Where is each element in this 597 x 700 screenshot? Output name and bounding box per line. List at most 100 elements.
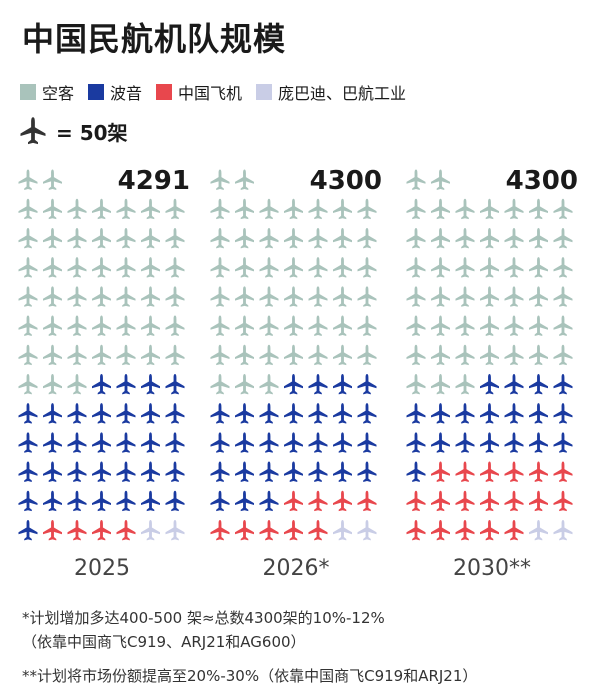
- plane-icon: [529, 227, 548, 249]
- plane-icon: [308, 227, 328, 249]
- legend-label: 庞巴迪、巴航工业: [278, 84, 407, 103]
- plane-icon: [18, 169, 38, 190]
- plane-icon: [406, 169, 426, 190]
- plane-icon: [480, 286, 499, 307]
- plane-icon: [455, 490, 475, 512]
- plane-icon: [406, 315, 426, 336]
- plane-icon: [165, 432, 185, 453]
- plane-icon: [504, 227, 524, 249]
- plane-icon: [504, 315, 524, 336]
- plane-icon: [504, 461, 524, 482]
- plane-icon: [259, 403, 279, 424]
- plane-icon: [210, 227, 230, 249]
- plane-icon: [43, 403, 62, 424]
- plane-icon: [455, 461, 475, 482]
- plane-icon: [43, 490, 62, 512]
- plane-icon: [116, 373, 136, 395]
- plane-icon: [92, 198, 111, 220]
- plane-icon: [431, 519, 450, 541]
- plane-icon: [529, 490, 548, 512]
- plane-icon: [455, 432, 475, 453]
- plane-icon: [141, 519, 160, 541]
- legend-item-bombardier-embraer: 庞巴迪、巴航工业: [256, 80, 406, 104]
- plane-icon: [308, 315, 328, 336]
- plane-icon: [92, 286, 111, 307]
- plane-icon: [43, 198, 62, 220]
- plane-icon: [67, 198, 87, 220]
- plane-icon: [210, 490, 230, 512]
- plane-icon: [529, 373, 548, 395]
- plane-icon: [504, 257, 524, 278]
- plane-icon: [67, 227, 87, 249]
- plane-icon: [18, 315, 38, 336]
- plane-icon: [455, 344, 475, 366]
- plane-icon: [455, 519, 475, 541]
- plane-icon: [210, 344, 230, 366]
- plane-icon: [141, 403, 160, 424]
- plane-icon: [308, 432, 328, 453]
- plane-icon: [333, 257, 352, 278]
- plane-icon: [116, 315, 136, 336]
- plane-icon: [406, 373, 426, 395]
- plane-icon: [357, 403, 377, 424]
- plane-icon: [141, 461, 160, 482]
- plane-icon: [553, 373, 573, 395]
- plane-icon: [67, 432, 87, 453]
- plane-icon: [235, 373, 254, 395]
- year-label-2026: 2026*: [262, 556, 330, 581]
- footnote-1: *计划增加多达400-500 架≈总数4300架的10%-12%: [22, 609, 385, 627]
- plane-icon: [431, 169, 450, 190]
- plane-icon: [357, 286, 377, 307]
- plane-icon: [553, 432, 573, 453]
- plane-icon: [43, 432, 62, 453]
- plane-icon: [480, 373, 499, 395]
- plane-icon: [259, 490, 279, 512]
- plane-icon: [480, 461, 499, 482]
- plane-icon: [308, 461, 328, 482]
- plane-icon: [141, 344, 160, 366]
- legend-swatch: [256, 84, 273, 100]
- plane-icon: [480, 403, 499, 424]
- plane-icon: [259, 198, 279, 220]
- plane-icon: [92, 490, 111, 512]
- legend-item-boeing: 波音: [88, 80, 142, 104]
- plane-icon: [284, 257, 303, 278]
- plane-icon: [92, 227, 111, 249]
- plane-icon: [333, 315, 352, 336]
- plane-icon: [259, 315, 279, 336]
- plane-icon: [308, 257, 328, 278]
- legend-item-chinese: 中国飞机: [156, 80, 242, 104]
- plane-icon: [455, 315, 475, 336]
- plane-icon: [116, 432, 136, 453]
- plane-icon: [480, 432, 499, 453]
- plane-icon: [43, 257, 62, 278]
- plane-icon: [210, 169, 230, 190]
- legend-label: 波音: [110, 84, 143, 103]
- plane-icon: [116, 519, 136, 541]
- plane-icon: [165, 198, 185, 220]
- plane-icon: [284, 461, 303, 482]
- plane-icon: [406, 286, 426, 307]
- plane-icon: [141, 490, 160, 512]
- total-2025: 4291: [117, 166, 190, 196]
- plane-icon: [141, 315, 160, 336]
- plane-icon: [116, 461, 136, 482]
- plane-icon: [504, 490, 524, 512]
- plane-icon: [284, 315, 303, 336]
- plane-icon: [43, 519, 62, 541]
- plane-icon: [480, 198, 499, 220]
- plane-icon: [67, 490, 87, 512]
- footnote-2: **计划将市场份额提高至20%-30%（依靠中国商飞C919和ARJ21）: [22, 667, 478, 685]
- plane-icon: [235, 286, 254, 307]
- plane-icon: [43, 227, 62, 249]
- plane-icon: [210, 373, 230, 395]
- plane-icon: [235, 227, 254, 249]
- plane-icon: [455, 403, 475, 424]
- plane-icon: [308, 198, 328, 220]
- legend-swatch: [88, 84, 105, 100]
- plane-icon: [259, 257, 279, 278]
- plane-icon: [18, 198, 38, 220]
- plane-icon: [259, 519, 279, 541]
- plane-icon: [235, 169, 254, 190]
- plane-icon: [43, 373, 62, 395]
